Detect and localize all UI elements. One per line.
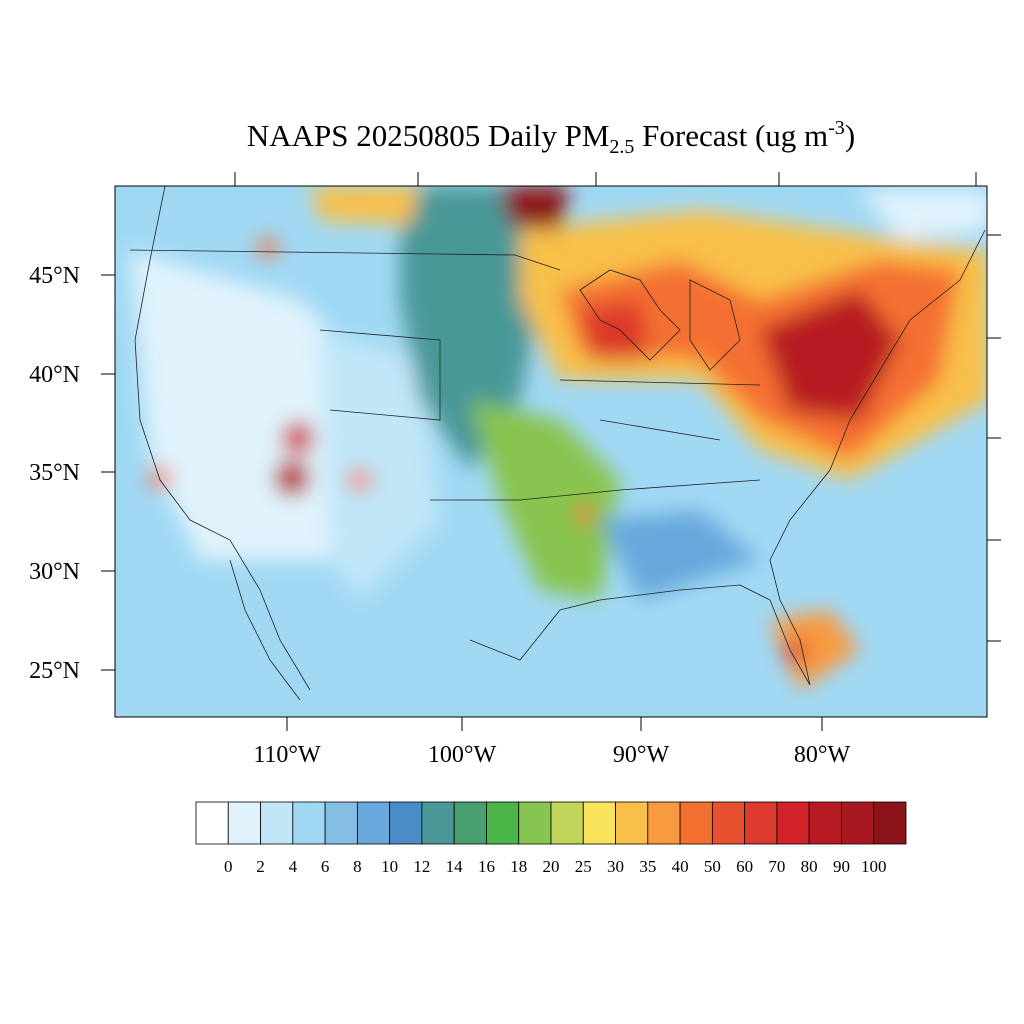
colorbar-label: 18 [510, 857, 527, 876]
lon-label: 90°W [613, 742, 670, 768]
lon-label: 100°W [428, 742, 497, 768]
title-middle: Forecast (ug m [634, 118, 828, 153]
colorbar-box [292, 801, 326, 845]
colorbar-box [615, 801, 649, 845]
colorbar-box [776, 801, 810, 845]
title-end: ) [845, 118, 855, 153]
lon-label: 80°W [794, 742, 851, 768]
lat-label: 45°N [29, 263, 80, 289]
colorbar-label: 10 [381, 857, 398, 876]
colorbar-box [679, 801, 713, 845]
colorbar-label: 14 [446, 857, 464, 876]
title-superscript: -3 [828, 117, 845, 139]
colorbar-box [550, 801, 584, 845]
colorbar-box [260, 801, 294, 845]
colorbar-box [744, 801, 778, 845]
title-subscript: 2.5 [609, 136, 634, 158]
lat-label: 35°N [29, 460, 80, 486]
lat-label: 25°N [29, 658, 80, 684]
colorbar-box [647, 801, 681, 845]
colorbar-label: 100 [861, 857, 887, 876]
colorbar-label: 60 [736, 857, 753, 876]
colorbar-label: 70 [768, 857, 785, 876]
colorbar-box [873, 801, 907, 845]
colorbar-box [582, 801, 616, 845]
map-ticks [101, 172, 1001, 731]
colorbar-box [421, 801, 455, 845]
colorbar-box [195, 801, 229, 845]
colorbar-box [389, 801, 423, 845]
colorbar-box [227, 801, 261, 845]
coastlines [129, 186, 986, 701]
lon-label: 110°W [253, 742, 321, 768]
colorbar-label: 6 [321, 857, 330, 876]
lat-label: 40°N [29, 362, 80, 388]
title: NAAPS 20250805 Daily PM2.5 Forecast (ug … [247, 117, 855, 158]
colorbar-label: 8 [353, 857, 362, 876]
colorbar-label: 30 [607, 857, 624, 876]
title-main: NAAPS 20250805 Daily PM [247, 118, 610, 153]
colorbar-box [356, 801, 391, 845]
colorbar-label: 40 [672, 857, 689, 876]
colorbar-label: 50 [704, 857, 721, 876]
colorbar-box [808, 801, 842, 845]
colorbar-label: 80 [801, 857, 818, 876]
map-frame [114, 185, 988, 718]
colorbar-box [324, 801, 358, 845]
colorbar-box [711, 801, 746, 845]
map-field [115, 186, 987, 717]
colorbar-label: 25 [575, 857, 592, 876]
lat-label: 30°N [29, 559, 80, 585]
colorbar-box [486, 801, 520, 845]
colorbar-box [841, 801, 875, 845]
colorbar-label: 0 [224, 857, 233, 876]
colorbar-box [453, 801, 487, 845]
colorbar-label: 20 [543, 857, 560, 876]
colorbar-label: 12 [413, 857, 430, 876]
colorbar-label: 2 [256, 857, 265, 876]
colorbar-label: 90 [833, 857, 850, 876]
colorbar-label: 16 [478, 857, 495, 876]
colorbar-box [518, 801, 552, 845]
colorbar-label: 35 [639, 857, 656, 876]
colorbar-label: 4 [289, 857, 298, 876]
